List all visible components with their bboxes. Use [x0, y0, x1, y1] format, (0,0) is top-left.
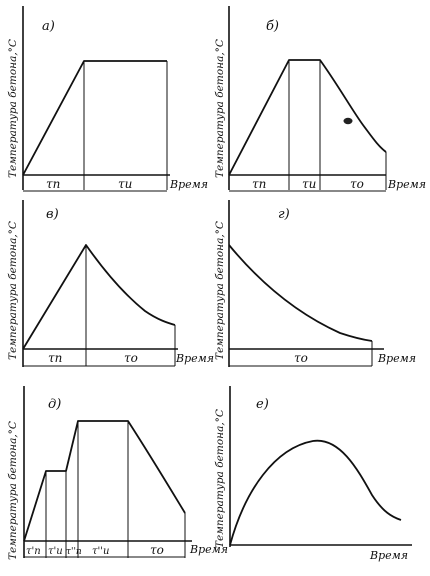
panel-e: е) Температура бетона,°С Время — [214, 386, 412, 562]
panel-a-ylabel: Температура бетона,°С — [7, 39, 19, 178]
panel-v-segment-1: τп — [48, 351, 62, 365]
panel-d-temperature-curve — [23, 420, 186, 542]
panel-g-segment-1: τо — [294, 351, 308, 365]
panel-a-segment-1: τп — [46, 177, 60, 191]
panel-b-label: б) — [266, 19, 279, 34]
panel-d-segment-1: τ'п — [26, 546, 41, 557]
panel-g-temperature-curve — [228, 244, 373, 342]
panel-b-segment-1: τп — [252, 177, 266, 191]
panel-v-segment-2: τо — [124, 351, 138, 365]
panel-d: д) Температура бетона,°С τ'п τ'и τ''п τ'… — [7, 386, 228, 560]
panel-b-segment-3: τо — [350, 177, 364, 191]
panel-v-label: в) — [46, 207, 59, 222]
panel-e-ylabel: Температура бетона,°С — [214, 409, 226, 548]
panel-d-label: д) — [48, 397, 61, 412]
panel-e-xlabel: Время — [369, 549, 408, 562]
panel-d-ylabel: Температура бетона,°С — [7, 421, 19, 560]
panel-b-ylabel: Температура бетона,°С — [214, 39, 226, 178]
panel-v-xlabel: Время — [175, 352, 214, 365]
panel-a: а) Температура бетона,°С τп τи Время — [7, 6, 208, 192]
panel-v-ylabel: Температура бетона,°С — [7, 221, 19, 360]
panel-d-segment-2: τ'и — [48, 546, 63, 557]
panel-a-segment-2: τи — [118, 177, 132, 191]
panel-g: г) Температура бетона,°С τо Время — [214, 200, 416, 367]
panel-b: б) Температура бетона,°С τп τи τо Время — [214, 6, 426, 192]
panel-e-label: е) — [256, 397, 269, 412]
panel-a-temperature-curve — [22, 60, 167, 176]
panel-g-xlabel: Время — [377, 352, 416, 365]
panel-b-segment-2: τи — [302, 177, 316, 191]
panel-d-segment-5: τо — [150, 543, 164, 557]
panel-d-segment-4: τ''и — [92, 546, 109, 557]
panel-v-temperature-curve — [22, 244, 176, 350]
panel-v: в) Температура бетона,°С τп τо Время — [7, 200, 214, 367]
panel-g-ylabel: Температура бетона,°С — [214, 221, 226, 360]
panel-b-ink-spot — [343, 117, 353, 125]
panel-d-segment-3: τ''п — [66, 547, 82, 557]
panel-b-temperature-curve — [228, 59, 387, 176]
panel-b-xlabel: Время — [387, 178, 426, 191]
panel-g-label: г) — [278, 207, 290, 222]
panel-a-label: а) — [42, 19, 55, 34]
panel-e-temperature-curve — [229, 439, 402, 546]
panel-a-xlabel: Время — [169, 178, 208, 191]
panel-d-xlabel: Время — [189, 543, 228, 556]
